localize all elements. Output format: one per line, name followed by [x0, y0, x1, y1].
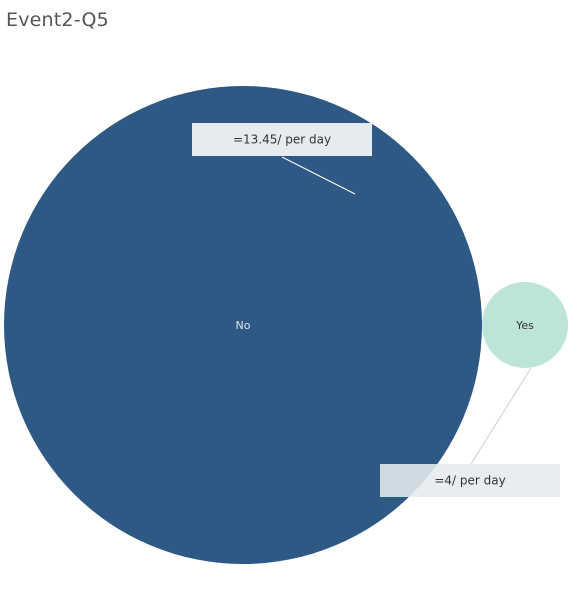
annotation-box-no [192, 123, 372, 156]
leader-line-yes [470, 367, 532, 465]
annotation-box-yes [380, 464, 560, 497]
annotation-text-no: =13.45/ per day [233, 133, 331, 147]
bubble-label-yes: Yes [515, 319, 534, 332]
chart-title: Event2-Q5 [6, 9, 109, 31]
leader-line-no [281, 156, 356, 195]
bubble-yes [482, 282, 568, 368]
annotation-text-yes: =4/ per day [434, 474, 505, 488]
bubble-label-no: No [236, 319, 251, 332]
bubble-no [4, 86, 482, 564]
